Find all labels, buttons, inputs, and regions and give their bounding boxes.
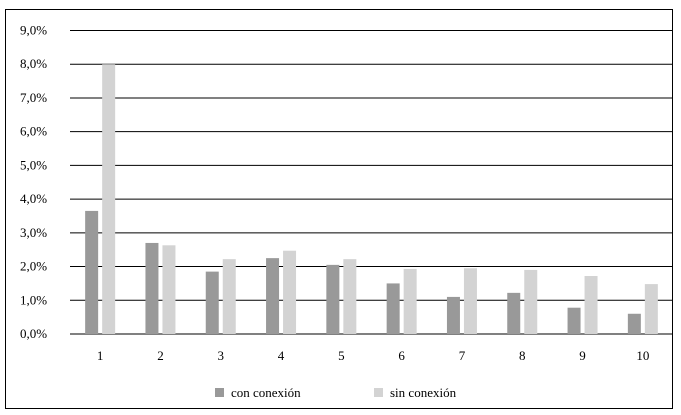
bar-con-conexion	[628, 314, 641, 334]
x-tick-label: 1	[97, 348, 104, 363]
y-tick-label: 1,0%	[20, 292, 47, 307]
x-tick-label: 4	[278, 348, 285, 363]
legend-label: sin conexión	[390, 385, 457, 400]
bar-sin-conexion	[645, 284, 658, 334]
y-tick-label: 0,0%	[20, 326, 47, 341]
legend-swatch	[215, 388, 224, 397]
bar-con-conexion	[206, 272, 219, 334]
bar-con-conexion	[85, 211, 98, 334]
x-tick-label: 10	[636, 348, 649, 363]
bar-con-conexion	[568, 308, 581, 334]
y-tick-label: 4,0%	[20, 191, 47, 206]
bar-sin-conexion	[343, 259, 356, 334]
x-tick-label: 8	[519, 348, 526, 363]
x-tick-label: 3	[218, 348, 225, 363]
y-tick-label: 6,0%	[20, 124, 47, 139]
bar-sin-conexion	[585, 276, 598, 334]
bar-sin-conexion	[102, 64, 115, 334]
x-tick-label: 9	[579, 348, 586, 363]
legend-swatch	[374, 388, 383, 397]
y-tick-label: 9,0%	[20, 23, 47, 38]
bar-con-conexion	[145, 243, 158, 334]
bar-sin-conexion	[404, 269, 417, 334]
y-tick-label: 3,0%	[20, 225, 47, 240]
bar-sin-conexion	[464, 268, 477, 334]
bar-con-conexion	[266, 258, 279, 334]
bar-con-conexion	[447, 297, 460, 334]
y-tick-label: 7,0%	[20, 90, 47, 105]
bar-sin-conexion	[162, 245, 175, 334]
y-tick-label: 2,0%	[20, 259, 47, 274]
bar-con-conexion	[507, 293, 520, 334]
bar-con-conexion	[326, 265, 339, 334]
bar-sin-conexion	[283, 251, 296, 334]
x-tick-label: 2	[157, 348, 164, 363]
bar-sin-conexion	[223, 259, 236, 334]
bar-sin-conexion	[524, 270, 537, 334]
y-tick-label: 8,0%	[20, 56, 47, 71]
x-tick-label: 5	[338, 348, 345, 363]
x-tick-label: 6	[398, 348, 405, 363]
legend-label: con conexión	[231, 385, 301, 400]
bar-con-conexion	[387, 283, 400, 334]
y-tick-label: 5,0%	[20, 157, 47, 172]
x-tick-label: 7	[459, 348, 466, 363]
